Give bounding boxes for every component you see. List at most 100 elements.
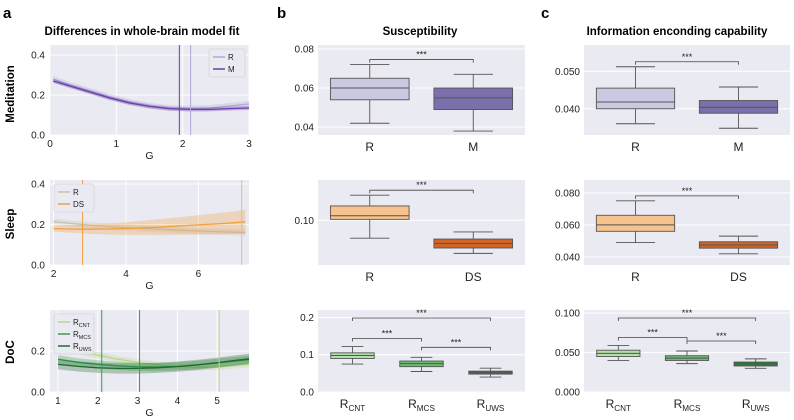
c-sleep-sig-bracket — [635, 195, 739, 199]
a-meditation-xtick-label: 0 — [47, 139, 53, 150]
c-doc-ytick-label: 0.100 — [555, 309, 580, 320]
a-meditation-ytick-label: 0.2 — [31, 91, 45, 102]
b-meditation-category-label: M — [468, 140, 478, 154]
panel-letter-c: c — [541, 5, 549, 22]
c-sleep-sig-label: *** — [682, 186, 693, 196]
a-doc-legend-label: RCNT — [73, 318, 91, 329]
a-meditation-legend-label: M — [228, 65, 235, 74]
a-doc-legend-label: RUWS — [73, 342, 92, 353]
a-doc-xtick-label: 5 — [214, 396, 220, 407]
c-meditation-sig-bracket — [635, 61, 739, 65]
b-sleep-plot-area — [318, 180, 525, 265]
row-label-doc: DoC — [5, 340, 17, 364]
c-doc-category-label: RUWS — [742, 397, 770, 413]
c-sleep-ytick-label: 0.080 — [555, 188, 580, 199]
c-doc-ytick-label: 0.000 — [555, 388, 580, 399]
c-sleep-category-label: R — [631, 270, 640, 284]
a-doc-line-ruws — [57, 358, 250, 370]
a-meditation-xtick-label: 2 — [180, 139, 186, 150]
a-sleep-legend-label: DS — [73, 200, 84, 209]
c-sleep-ytick-label: 0.040 — [555, 252, 580, 263]
a-sleep-xtick-label: 6 — [196, 269, 202, 280]
b-meditation-chart: 0.04 0.06 0.08 R M *** — [295, 44, 525, 154]
a-meditation-ytick-label: 0.4 — [31, 51, 45, 62]
a-doc-legend-label: RMCS — [73, 330, 91, 341]
panel-letter-a: a — [3, 5, 12, 22]
a-doc-ytick-label: 0.2 — [31, 347, 45, 358]
b-meditation-ytick-label: 0.08 — [295, 44, 315, 55]
a-sleep-ytick-label: 0.2 — [31, 220, 45, 231]
a-meditation-xtick-label: 3 — [246, 139, 252, 150]
c-doc-sig-label: *** — [647, 327, 658, 337]
c-sleep-category-label: DS — [730, 270, 747, 284]
b-meditation-box — [433, 87, 514, 111]
b-sleep-category-label: R — [365, 270, 374, 284]
c-meditation-sig-label: *** — [682, 52, 693, 62]
b-doc-sig-label: *** — [451, 337, 462, 347]
a-meditation-chart: 0 1 2 3 0.0 0.2 0.4 G RM — [31, 45, 252, 162]
a-meditation-xlabel: G — [145, 150, 153, 162]
a-sleep-legend — [53, 183, 95, 213]
a-sleep-chart: 2 4 6 0.0 0.2 0.4 G R DS — [31, 180, 249, 292]
c-meditation-box — [595, 87, 676, 110]
c-meditation-category-label: M — [734, 140, 744, 154]
c-doc-sig-label: *** — [716, 331, 727, 341]
a-doc-xtick-label: 4 — [175, 396, 181, 407]
c-doc-chart: 0.000 0.050 0.100 RCNT RMCS RUWS *** *** *** — [555, 308, 790, 413]
a-sleep-line-ds — [53, 221, 246, 230]
a-sleep-legend-label: R — [73, 188, 79, 197]
b-meditation-box — [329, 77, 410, 101]
a-doc-ytick-label: 0.0 — [31, 388, 45, 399]
a-doc-legend — [53, 313, 95, 355]
a-sleep-xtick-label: 2 — [51, 269, 57, 280]
c-sleep-chart: 0.040 0.060 0.080 R DS *** — [555, 180, 790, 284]
a-doc-xtick-label: 3 — [135, 396, 141, 407]
c-doc-sig-bracket — [686, 340, 757, 344]
column-title-b: Susceptibility — [383, 26, 458, 38]
row-label-meditation: Meditation — [5, 65, 17, 123]
a-meditation-line-m — [53, 80, 250, 111]
c-doc-sig-bracket — [617, 317, 757, 321]
b-meditation-category-label: R — [365, 140, 374, 154]
c-meditation-chart: 0.040 0.050 R M *** — [555, 45, 790, 154]
b-doc-sig-bracket — [352, 317, 491, 321]
a-doc-xtick-label: 1 — [55, 396, 61, 407]
b-meditation-sig-bracket — [369, 59, 474, 63]
b-meditation-ytick-label: 0.06 — [295, 84, 315, 95]
c-doc-category-label: RMCS — [674, 397, 701, 413]
c-meditation-ytick-label: 0.050 — [555, 67, 580, 78]
a-doc-xlabel: G — [145, 407, 153, 419]
b-sleep-category-label: DS — [465, 270, 482, 284]
b-doc-ytick-label: 0.0 — [300, 388, 314, 399]
a-sleep-ytick-label: 0.4 — [31, 180, 45, 191]
a-sleep-ytick-label: 0.0 — [31, 261, 45, 272]
c-sleep-ytick-label: 0.060 — [555, 220, 580, 231]
c-doc-sig-label: *** — [682, 308, 693, 318]
c-doc-ytick-label: 0.050 — [555, 348, 580, 359]
b-sleep-box — [329, 205, 410, 220]
a-doc-band-rmcs — [58, 355, 249, 372]
b-doc-category-label: RCNT — [340, 397, 365, 413]
c-doc-sig-bracket — [617, 337, 688, 341]
b-doc-ytick-label: 0.2 — [300, 313, 314, 324]
b-doc-sig-bracket — [421, 346, 491, 351]
a-meditation-ytick-label: 0.0 — [31, 131, 45, 142]
b-doc-chart: 0.0 0.1 0.2 RCNT RMCS RUWS *** *** *** — [300, 308, 525, 413]
c-meditation-ytick-label: 0.040 — [555, 104, 580, 115]
b-doc-sig-label: *** — [416, 308, 427, 318]
b-doc-category-label: RMCS — [408, 397, 435, 413]
column-title-c: Information enconding capability — [587, 26, 768, 38]
b-meditation-ytick-label: 0.04 — [295, 123, 315, 134]
a-meditation-legend — [208, 48, 246, 78]
column-title-a: Differences in whole-brain model fit — [45, 26, 240, 38]
c-doc-category-label: RCNT — [606, 397, 631, 413]
b-doc-ytick-label: 0.1 — [300, 350, 314, 361]
b-sleep-chart: 0.10 R DS *** — [295, 180, 525, 284]
b-doc-sig-label: *** — [382, 329, 393, 339]
b-doc-sig-bracket — [352, 338, 422, 342]
a-sleep-xlabel: G — [145, 280, 153, 292]
a-meditation-xtick-label: 1 — [114, 139, 120, 150]
panel-letter-b: b — [277, 5, 286, 22]
b-sleep-ytick-label: 0.10 — [295, 216, 315, 227]
